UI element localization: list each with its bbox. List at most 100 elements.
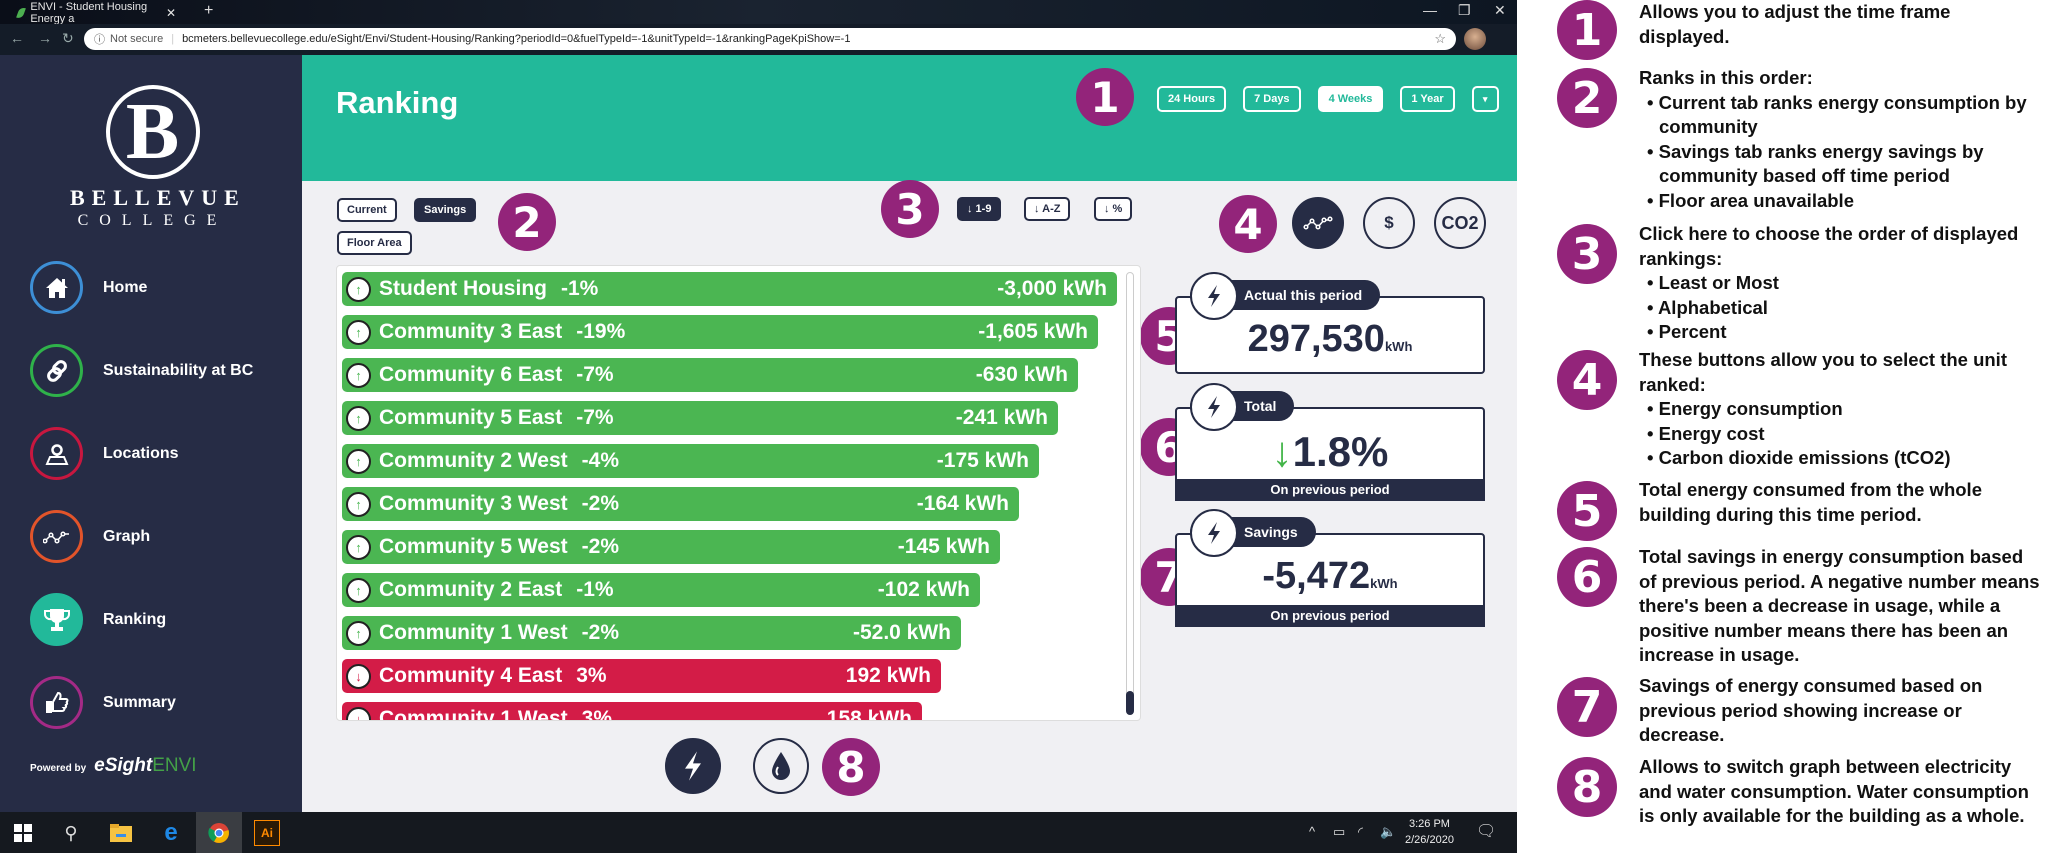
electricity-button[interactable] [665,738,721,794]
sort-alpha-button[interactable]: ↓ A-Z [1024,197,1071,221]
browser-toolbar: ← → ↻ ⓘ Not secure | bcmeters.bellevueco… [0,24,1517,55]
sidebar-item-ranking[interactable]: Ranking [30,593,166,646]
lightning-icon [1190,509,1238,557]
note-bullet: Floor area unavailable [1645,189,2044,214]
unit-co2-button[interactable]: CO2 [1434,197,1486,249]
kpi-savings-number: -5,472 [1262,555,1371,597]
trophy-icon [30,593,83,646]
ranking-row[interactable]: ↑ Community 3 West -2% -164 kWh [342,487,1019,521]
ranking-row[interactable]: ↑ Community 2 East -1% -102 kWh [342,573,980,607]
page-header: Ranking 24 Hours 7 Days 4 Weeks 1 Year ▾ [302,55,1517,181]
ranking-row[interactable]: ↑ Community 2 West -4% -175 kWh [342,444,1039,478]
row-name: Community 1 West [379,621,568,644]
ranking-row[interactable]: ↑ Student Housing -1% -3,000 kWh [342,272,1117,306]
period-4-weeks-button[interactable]: 4 Weeks [1317,86,1384,112]
kpi-savings-value: -5,472kWh [1175,555,1485,598]
system-clock[interactable]: 3:26 PM 2/26/2020 [1405,816,1454,848]
volume-icon[interactable]: 🔈 [1380,824,1397,839]
water-drop-icon [772,752,790,780]
sidebar-item-sustainability[interactable]: Sustainability at BC [30,344,253,397]
ranking-row[interactable]: ↑ Community 5 East -7% -241 kWh [342,401,1058,435]
row-name: Community 6 East [379,363,563,386]
browser-tab[interactable]: ENVI - Student Housing Energy a ✕ [6,1,184,25]
sidebar: B BELLEVUE COLLEGE Home Sustainability a… [0,55,302,812]
row-name: Student Housing [379,277,547,300]
ranking-row[interactable]: ↑ Community 5 West -2% -145 kWh [342,530,1000,564]
thumbs-up-icon [30,676,83,729]
reload-icon[interactable]: ↻ [62,30,74,46]
note-text: Click here to choose the order of displa… [1639,223,2019,269]
file-explorer-icon[interactable] [108,820,134,846]
windows-start-icon[interactable] [10,820,36,846]
note-bullet: Least or Most [1645,271,2044,296]
sidebar-item-label: Summary [103,693,176,711]
water-button[interactable] [753,738,809,794]
sidebar-item-locations[interactable]: Locations [30,427,179,480]
ranking-list[interactable]: ↑ Student Housing -1% -3,000 kWh ↑ Commu… [336,265,1141,721]
kpi-actual-number: 297,530 [1247,318,1385,360]
tab-savings[interactable]: Savings [414,198,477,222]
period-1-year-button[interactable]: 1 Year [1400,86,1455,112]
tray-overflow-icon[interactable]: ^ [1309,824,1316,839]
kpi-actual-unit: kWh [1384,339,1413,354]
sort-rank-button[interactable]: ↓ 1-9 [957,197,1002,221]
brand-envi: ENVI [152,755,197,776]
illustrator-icon[interactable]: Ai [254,820,280,846]
sidebar-item-label: Ranking [103,610,167,628]
tab-title: ENVI - Student Housing Energy a [30,1,148,25]
tab-current[interactable]: Current [337,198,397,222]
note-2: Ranks in this order: Current tab ranks e… [1639,66,2044,213]
new-tab-button[interactable]: + [204,2,214,19]
wifi-icon[interactable]: ◜ [1358,824,1364,839]
back-icon[interactable]: ← [10,30,24,46]
sort-percent-button[interactable]: ↓ % [1094,197,1133,221]
note-marker-8: 8 [1557,757,1617,817]
search-icon[interactable]: ⚲ [64,822,78,843]
ranking-row[interactable]: ↓ Community 4 East 3% 192 kWh [342,659,941,693]
bellevue-college-logo[interactable]: B BELLEVUE COLLEGE [70,85,239,230]
period-dropdown-button[interactable]: ▾ [1471,86,1499,112]
unit-cost-button[interactable]: $ [1363,197,1415,249]
forward-icon[interactable]: → [38,30,52,46]
battery-icon[interactable]: ▭ [1333,824,1346,839]
unit-energy-button[interactable] [1292,197,1344,249]
minimize-icon[interactable]: — [1423,2,1437,18]
info-icon[interactable]: ⓘ [94,34,105,46]
annotation-marker-1: 1 [1076,68,1134,126]
sidebar-item-graph[interactable]: Graph [30,510,150,563]
note-text: Allows to switch graph between electrici… [1639,756,2029,826]
bookmark-star-icon[interactable]: ☆ [1434,31,1446,46]
link-icon [30,344,83,397]
note-1: Allows you to adjust the time frame disp… [1639,0,2044,49]
period-7-days-button[interactable]: 7 Days [1243,86,1301,112]
ranking-row[interactable]: ↓ Community 1 West 3% 158 kWh [342,702,922,720]
row-name: Community 3 East [379,320,563,343]
restore-icon[interactable]: ❐ [1458,2,1471,18]
note-marker-1: 1 [1557,0,1617,60]
close-tab-icon[interactable]: ✕ [165,6,176,20]
ranking-row[interactable]: ↑ Community 3 East -19% -1,605 kWh [342,315,1098,349]
edge-browser-icon[interactable]: e [164,819,178,846]
note-marker-2: 2 [1557,68,1617,128]
ranking-row[interactable]: ↑ Community 1 West -2% -52.0 kWh [342,616,961,650]
profile-avatar[interactable] [1464,28,1486,50]
period-24-hours-button[interactable]: 24 Hours [1157,86,1227,112]
scrollbar-thumb[interactable] [1126,691,1134,715]
row-value: -3,000 kWh [997,277,1107,300]
address-bar[interactable]: ⓘ Not secure | bcmeters.bellevuecollege.… [84,28,1456,50]
arrow-up-icon: ↑ [346,577,371,603]
divider: | [171,33,175,45]
chrome-icon[interactable] [206,820,232,846]
ranking-row[interactable]: ↑ Community 6 East -7% -630 kWh [342,358,1078,392]
powered-by-esight[interactable]: Powered by eSight ENVI [30,755,197,777]
scrollbar-track[interactable] [1126,272,1134,714]
note-bullet: Current tab ranks energy consumption by … [1645,91,2044,140]
tab-floor-area[interactable]: Floor Area [337,231,412,255]
note-5: Total energy consumed from the whole bui… [1639,478,2044,527]
sidebar-item-summary[interactable]: Summary [30,676,176,729]
sidebar-item-home[interactable]: Home [30,261,147,314]
close-window-icon[interactable]: ✕ [1494,2,1506,18]
annotation-panel: 1 Allows you to adjust the time frame di… [1517,0,2048,853]
notifications-icon[interactable]: 🗨 [1476,823,1497,840]
co2-icon: CO2 [1441,212,1479,233]
